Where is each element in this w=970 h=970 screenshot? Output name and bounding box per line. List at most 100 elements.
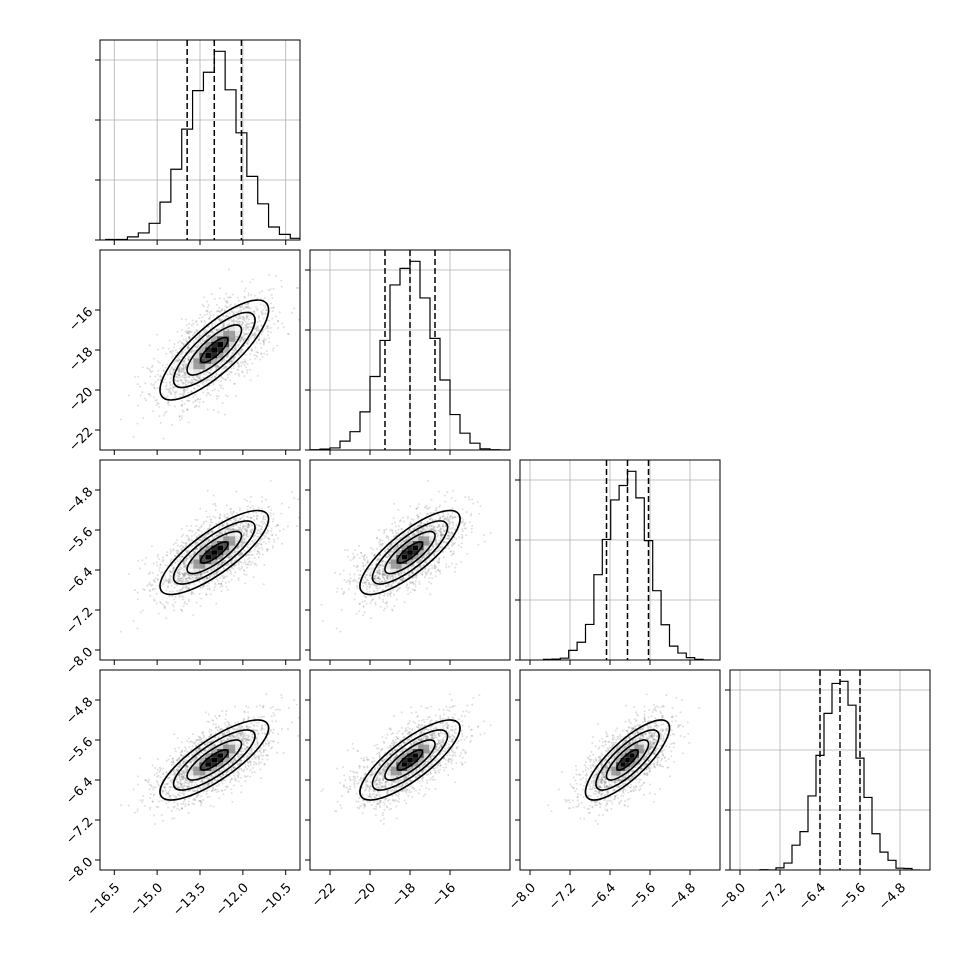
scatter-point (156, 360, 159, 363)
scatter-point (206, 527, 209, 530)
scatter-point (179, 378, 182, 381)
scatter-point (436, 549, 439, 552)
scatter-point (423, 576, 426, 579)
scatter-point (190, 574, 193, 577)
scatter-point (227, 556, 230, 559)
scatter-point (253, 354, 256, 357)
scatter-point (178, 571, 181, 574)
scatter-point (226, 395, 229, 398)
scatter-point (171, 374, 174, 377)
scatter-point (149, 375, 152, 378)
scatter-point (179, 573, 182, 576)
scatter-point (232, 321, 235, 324)
scatter-point (137, 375, 140, 378)
scatter-point (173, 368, 176, 371)
scatter-point (258, 337, 261, 340)
scatter-point (231, 527, 234, 530)
scatter-point (195, 532, 198, 535)
scatter-point (195, 541, 198, 544)
scatter-point (184, 586, 187, 589)
density-cell (205, 550, 212, 555)
scatter-point (206, 576, 209, 579)
scatter-point (159, 378, 162, 381)
scatter-point (260, 507, 263, 510)
scatter-point (461, 508, 464, 511)
scatter-point (171, 373, 174, 376)
scatter-point (200, 597, 203, 600)
scatter-point (213, 573, 216, 576)
scatter-point (147, 583, 150, 586)
scatter-point (241, 335, 244, 338)
scatter-point (246, 545, 249, 548)
scatter-point (230, 360, 233, 363)
scatter-point (240, 551, 243, 554)
scatter-point (262, 341, 265, 344)
scatter-point (227, 529, 230, 532)
scatter-point (241, 371, 244, 374)
scatter-point (180, 317, 183, 320)
scatter-point (248, 556, 251, 559)
scatter-point (182, 393, 185, 396)
scatter-point (186, 357, 189, 360)
scatter-point (136, 422, 139, 425)
scatter-point (180, 328, 183, 331)
scatter-point (192, 576, 195, 579)
scatter-point (222, 324, 225, 327)
scatter-point (186, 587, 189, 590)
scatter-point (246, 322, 249, 325)
scatter-point (157, 578, 160, 581)
scatter-point (234, 303, 237, 306)
scatter-point (209, 376, 212, 379)
scatter-point (240, 567, 243, 570)
scatter-point (452, 552, 455, 555)
scatter-point (233, 518, 236, 521)
scatter-point (242, 338, 245, 341)
scatter-point (224, 365, 227, 368)
scatter-point (242, 533, 245, 536)
scatter-point (164, 577, 167, 580)
scatter-point (238, 365, 241, 368)
scatter-point (217, 582, 220, 585)
scatter-point (255, 341, 258, 344)
scatter-point (188, 598, 191, 601)
scatter-point (271, 310, 274, 313)
density-cell (217, 536, 224, 541)
scatter-point (238, 314, 241, 317)
scatter-point (179, 355, 182, 358)
scatter-point (368, 590, 371, 593)
scatter-point (190, 560, 193, 563)
scatter-point (260, 528, 263, 531)
scatter-point (272, 512, 275, 515)
density-cell (193, 363, 200, 370)
scatter-point (194, 379, 197, 382)
scatter-point (206, 378, 209, 381)
scatter-point (244, 296, 247, 299)
scatter-point (202, 391, 205, 394)
scatter-point (165, 410, 168, 413)
scatter-point (190, 381, 193, 384)
scatter-point (425, 504, 428, 507)
scatter-point (240, 522, 243, 525)
scatter-point (179, 376, 182, 379)
scatter-point (231, 352, 234, 355)
scatter-point (247, 522, 250, 525)
scatter-point (232, 517, 235, 520)
scatter-point (246, 526, 249, 529)
scatter-point (209, 393, 212, 396)
scatter-point (439, 534, 442, 537)
scatter-point (219, 531, 222, 534)
scatter-point (240, 543, 243, 546)
scatter-point (376, 587, 379, 590)
scatter-point (253, 557, 256, 560)
scatter-point (179, 566, 182, 569)
density-cells (187, 325, 242, 375)
scatter-point (250, 524, 253, 527)
scatter-point (215, 578, 218, 581)
scatter-point (136, 404, 139, 407)
scatter-point (221, 359, 224, 362)
scatter-point (192, 552, 195, 555)
density-cell (217, 341, 224, 348)
scatter-point (193, 381, 196, 384)
scatter-point (419, 512, 422, 515)
scatter-point (246, 543, 249, 546)
